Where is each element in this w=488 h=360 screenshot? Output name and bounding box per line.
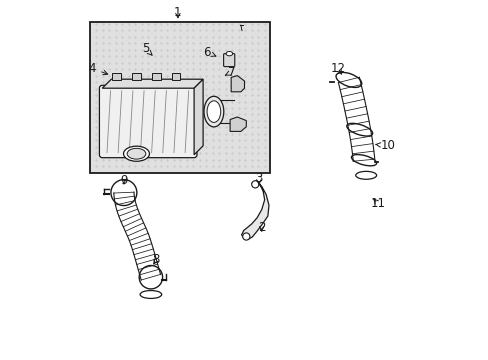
- Text: 2: 2: [258, 221, 265, 234]
- Text: 11: 11: [369, 197, 385, 210]
- Ellipse shape: [140, 291, 162, 298]
- Polygon shape: [230, 117, 246, 131]
- Polygon shape: [241, 181, 268, 239]
- Bar: [171, 73, 180, 80]
- FancyBboxPatch shape: [99, 85, 197, 158]
- Ellipse shape: [206, 101, 220, 122]
- Ellipse shape: [203, 96, 224, 127]
- Text: 4: 4: [89, 62, 107, 75]
- Bar: [152, 73, 160, 80]
- Text: 7: 7: [225, 66, 235, 78]
- Ellipse shape: [127, 148, 145, 159]
- Polygon shape: [194, 79, 203, 155]
- Text: 6: 6: [203, 46, 216, 59]
- Bar: [132, 73, 141, 80]
- Ellipse shape: [225, 51, 232, 56]
- Text: 3: 3: [255, 172, 262, 185]
- Bar: [112, 73, 121, 80]
- Bar: [89, 22, 269, 173]
- Circle shape: [242, 233, 249, 240]
- Polygon shape: [102, 79, 203, 88]
- Circle shape: [251, 181, 258, 188]
- Text: 1: 1: [174, 6, 181, 19]
- Text: 9: 9: [120, 174, 127, 187]
- Text: 12: 12: [330, 62, 345, 75]
- Bar: [89, 22, 269, 173]
- Ellipse shape: [123, 146, 149, 161]
- Text: 10: 10: [375, 139, 395, 152]
- FancyBboxPatch shape: [223, 54, 234, 67]
- Ellipse shape: [355, 171, 376, 179]
- Polygon shape: [231, 76, 244, 92]
- Text: 8: 8: [152, 253, 160, 266]
- Text: 5: 5: [142, 42, 152, 55]
